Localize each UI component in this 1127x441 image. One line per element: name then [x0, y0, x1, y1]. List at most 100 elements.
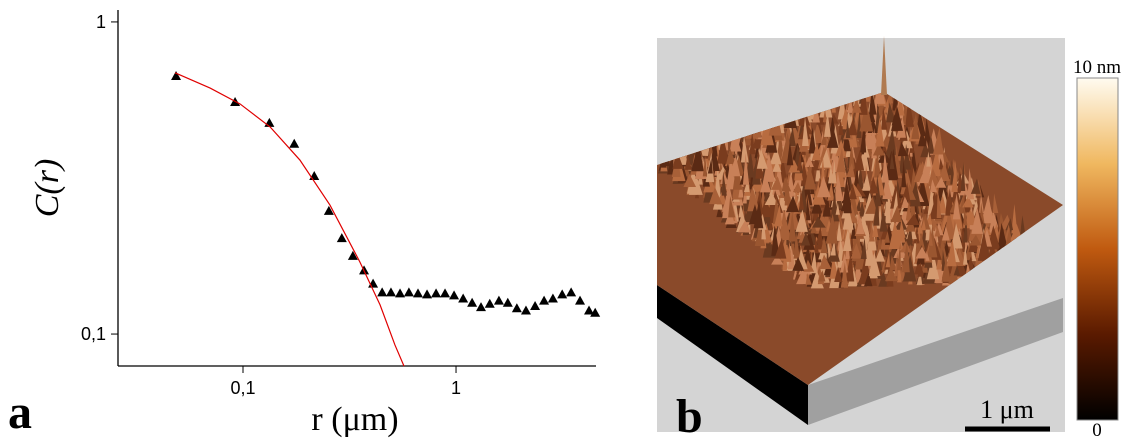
spike — [879, 208, 888, 232]
spike — [840, 262, 849, 288]
spike — [941, 256, 951, 282]
spike — [774, 204, 783, 227]
spike — [905, 213, 920, 225]
spike — [847, 93, 854, 113]
spike — [686, 167, 701, 194]
spike — [836, 148, 846, 173]
spike — [868, 92, 877, 115]
spike — [760, 173, 772, 193]
spike — [768, 218, 774, 230]
spike — [992, 193, 999, 213]
spike — [936, 252, 943, 270]
spike — [889, 152, 895, 170]
spike — [835, 139, 846, 157]
spike — [869, 175, 879, 194]
spike — [885, 251, 891, 268]
spike — [925, 250, 930, 261]
spike — [836, 220, 843, 241]
spike — [945, 165, 953, 176]
spike — [845, 252, 855, 282]
spike — [816, 175, 831, 198]
spike — [929, 179, 937, 193]
spike — [771, 254, 784, 265]
spike — [927, 168, 941, 187]
spike — [684, 153, 692, 170]
spike — [901, 160, 907, 188]
spike — [811, 197, 823, 214]
spike — [881, 106, 888, 130]
spike — [953, 265, 960, 276]
spike — [960, 161, 966, 192]
spike — [988, 210, 1001, 235]
spike — [881, 151, 890, 183]
side-face — [657, 285, 808, 425]
spike — [795, 209, 808, 232]
spike — [778, 209, 792, 240]
spike — [900, 182, 911, 206]
data-point — [467, 297, 478, 307]
spike — [796, 150, 802, 171]
scale-bar-label: 1 μm — [980, 395, 1034, 424]
data-point — [171, 71, 182, 81]
colorbar — [1076, 77, 1119, 421]
spike — [939, 158, 945, 170]
spike — [902, 240, 910, 273]
spike — [875, 116, 885, 147]
side-face — [808, 298, 1063, 425]
spike — [833, 159, 845, 188]
spike — [902, 255, 917, 282]
spike — [894, 252, 899, 277]
spike — [864, 272, 873, 287]
spike — [838, 118, 844, 136]
spike — [787, 127, 796, 147]
spike — [839, 253, 849, 273]
data-point — [530, 300, 541, 310]
spike — [763, 151, 776, 182]
spike — [788, 211, 797, 242]
spike — [774, 237, 787, 259]
spike — [921, 219, 926, 231]
spike — [891, 106, 904, 131]
spike — [878, 271, 889, 287]
spike — [932, 127, 944, 155]
data-point — [431, 288, 442, 298]
spike — [716, 206, 724, 218]
spike — [951, 223, 963, 249]
spike — [945, 186, 951, 216]
data-point — [440, 288, 451, 298]
spike — [921, 220, 927, 248]
spike — [845, 118, 851, 138]
spike — [834, 171, 844, 202]
spike — [771, 224, 780, 256]
spike — [963, 244, 968, 265]
x-axis-label: r (μm) — [311, 401, 398, 438]
spike — [938, 162, 950, 182]
colorbar-label: 0 — [1092, 420, 1102, 441]
spike — [846, 162, 855, 178]
spike — [831, 159, 837, 184]
spike — [905, 200, 912, 221]
spike — [897, 141, 908, 157]
spike — [971, 207, 984, 234]
spike — [884, 231, 890, 243]
spike — [917, 262, 924, 277]
surface-texture — [657, 92, 1056, 289]
data-point — [476, 302, 487, 312]
data-point — [412, 288, 423, 298]
data-point — [264, 117, 275, 127]
spike — [911, 112, 920, 140]
spike — [759, 201, 774, 218]
spike — [970, 178, 981, 194]
spike — [728, 155, 741, 177]
spike — [770, 176, 783, 190]
spike — [942, 225, 950, 241]
spike — [935, 176, 947, 188]
spike — [915, 246, 929, 259]
spike — [884, 98, 889, 113]
spike — [812, 216, 826, 228]
spike — [819, 254, 832, 270]
spike — [746, 148, 755, 178]
spike — [860, 237, 867, 260]
spike — [858, 92, 868, 115]
data-point — [323, 205, 334, 215]
